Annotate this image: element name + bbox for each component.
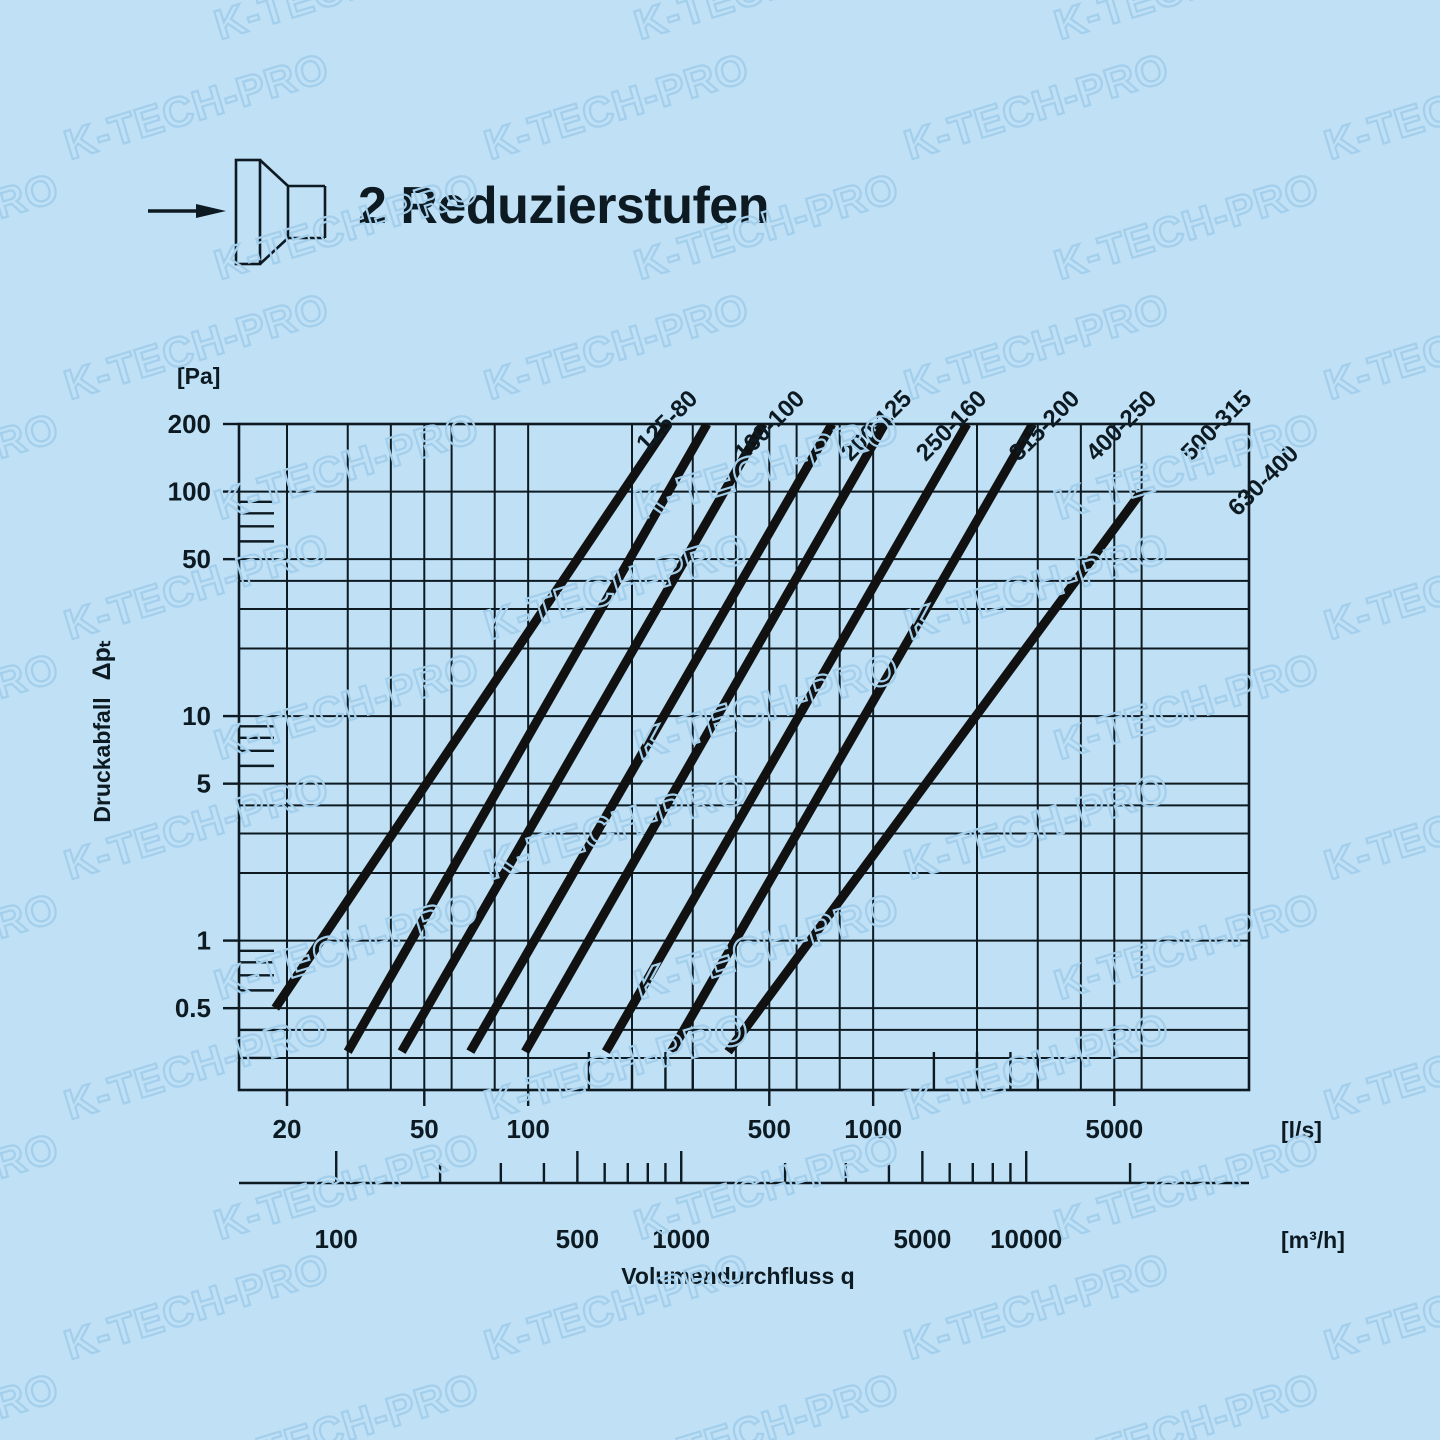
curve-label-315-200: 315-200 <box>1004 385 1085 466</box>
curve-500-315 <box>667 424 1037 1054</box>
x-ticklabel-20: 20 <box>273 1114 302 1144</box>
plot-frame <box>237 422 1251 1092</box>
curve-125-80 <box>271 424 673 1011</box>
x-axis-unit-primary: [l/s] <box>1281 1117 1322 1143</box>
y-ticklabel-100: 100 <box>168 477 211 507</box>
x-ticklabel-100: 100 <box>506 1114 549 1144</box>
y-ticklabel-1: 1 <box>197 926 211 956</box>
curve-400-250 <box>601 424 971 1054</box>
curve-160-100 <box>343 424 711 1054</box>
arrow-right-icon <box>148 204 226 218</box>
curve-layer <box>271 424 1146 1055</box>
y-axis-title: Druckabfall <box>89 697 115 822</box>
curve-label-200-125: 200-125 <box>836 385 917 466</box>
secondary-ticklabel-10000: 10000 <box>990 1224 1062 1254</box>
x-ticklabel-50: 50 <box>410 1114 439 1144</box>
y-axis-unit: [Pa] <box>177 363 220 389</box>
duct-reducer-icon <box>234 158 327 266</box>
y-ticklabel-0.5: 0.5 <box>175 993 211 1023</box>
curve-label-630-400: 630-400 <box>1223 440 1304 521</box>
x-axis-title: Volumendurchfluss q <box>621 1263 854 1289</box>
y-ticklabel-10: 10 <box>182 701 211 731</box>
secondary-ticklabel-5000: 5000 <box>893 1224 951 1254</box>
y-ticklabel-50: 50 <box>182 544 211 574</box>
x-ticklabel-5000: 5000 <box>1085 1114 1143 1144</box>
y-ticklabel-200: 200 <box>168 409 211 439</box>
curve-label-500-315: 500-315 <box>1176 385 1257 466</box>
secondary-ticklabel-500: 500 <box>556 1224 599 1254</box>
curve-250-160 <box>466 424 836 1054</box>
x-ticklabel-500: 500 <box>748 1114 791 1144</box>
y-axis-symbol: Δpₜ <box>88 640 116 681</box>
secondary-ticklabel-100: 100 <box>315 1224 358 1254</box>
secondary-ticklabel-1000: 1000 <box>652 1224 710 1254</box>
x-ticklabel-1000: 1000 <box>844 1114 902 1144</box>
curve-630-400 <box>724 488 1146 1055</box>
curve-315-200 <box>521 424 889 1054</box>
y-ticklabel-5: 5 <box>197 769 211 799</box>
page-title: 2 Reduzierstufen <box>358 177 769 235</box>
x-axis-unit-secondary: [m³/h] <box>1281 1227 1345 1253</box>
curve-label-400-250: 400-250 <box>1081 385 1162 466</box>
curve-200-125 <box>397 424 768 1054</box>
